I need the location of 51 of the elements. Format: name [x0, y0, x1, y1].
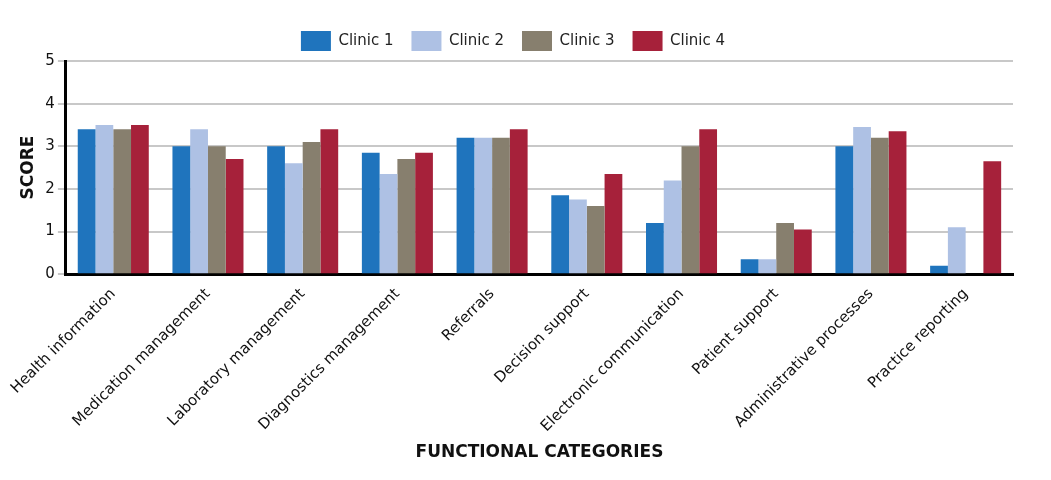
bar [95, 124, 114, 274]
bar [930, 265, 948, 274]
bar [492, 137, 510, 274]
y-tick-label: 5 [45, 50, 55, 69]
bar [947, 227, 966, 274]
bar [267, 146, 285, 274]
bar [888, 131, 907, 274]
bar [77, 129, 96, 274]
bar [379, 173, 398, 274]
y-tick-label: 1 [45, 221, 55, 240]
y-axis-title: SCORE [16, 135, 37, 200]
bar [456, 137, 475, 274]
x-axis-title: FUNCTIONAL CATEGORIES [415, 441, 664, 462]
bar [361, 152, 380, 274]
bar [172, 146, 191, 274]
bar [740, 259, 759, 274]
bar [604, 173, 623, 274]
bar [284, 163, 303, 274]
bar [474, 137, 493, 274]
bar [415, 152, 433, 274]
bar [225, 159, 244, 274]
bar [509, 129, 528, 274]
bar [776, 223, 794, 274]
legend-label: Clinic 4 [670, 30, 726, 49]
y-tick-label: 3 [45, 136, 55, 155]
legend-label: Clinic 1 [338, 30, 394, 49]
bar [699, 129, 718, 274]
bar [131, 124, 149, 274]
bar [681, 146, 700, 274]
legend-label: Clinic 3 [559, 30, 615, 49]
bar [663, 180, 682, 274]
bar [793, 229, 812, 274]
bar [302, 142, 321, 274]
bar [646, 223, 664, 274]
bar [853, 127, 871, 274]
bar [397, 159, 416, 274]
y-tick-label: 2 [45, 178, 55, 197]
bar [758, 259, 777, 274]
bar [569, 199, 587, 274]
bar [586, 205, 605, 274]
bar [551, 195, 570, 274]
bar [835, 146, 854, 274]
y-tick-label: 4 [45, 93, 55, 112]
bar [983, 161, 1002, 274]
bar [190, 129, 208, 274]
bar [870, 137, 889, 274]
y-tick-label: 0 [45, 264, 55, 283]
bar [113, 129, 132, 274]
legend-label: Clinic 2 [448, 30, 505, 49]
bar [207, 146, 226, 274]
bar [320, 129, 339, 274]
